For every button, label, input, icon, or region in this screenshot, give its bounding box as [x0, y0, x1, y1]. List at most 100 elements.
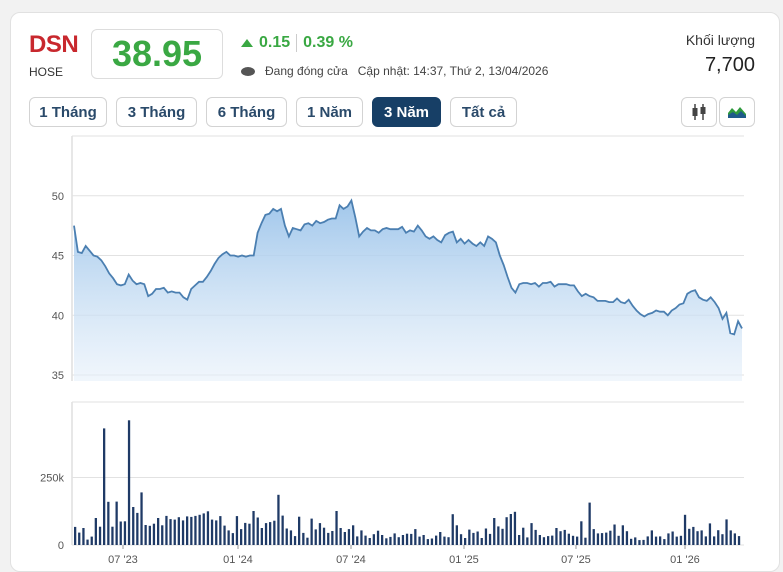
volume-bar: [107, 501, 110, 545]
volume-bar: [447, 537, 450, 545]
volume-bar: [414, 529, 417, 545]
volume-bar: [410, 533, 413, 545]
volume-bar: [177, 517, 180, 545]
volume-bar: [625, 531, 629, 545]
volume-bar: [613, 524, 616, 545]
volume-bar: [173, 519, 176, 545]
volume-bar: [480, 538, 483, 545]
volume-bar: [169, 519, 172, 545]
volume-bar: [584, 537, 587, 545]
volume-bar: [721, 534, 724, 545]
volume-bar: [306, 537, 309, 545]
volume-bar: [148, 525, 151, 545]
volume-bar: [264, 523, 268, 545]
volume-bar: [675, 536, 678, 545]
volume-bar: [260, 528, 263, 545]
candlestick-icon: [692, 104, 706, 120]
volume-bar: [654, 536, 658, 545]
volume-bar: [368, 538, 371, 545]
tab-6-months[interactable]: 6 Tháng: [206, 97, 287, 127]
volume-bar: [439, 532, 442, 545]
volume-bar: [696, 531, 699, 545]
volume-bar: [547, 536, 550, 545]
volume-bar: [737, 536, 741, 545]
volume-bar: [123, 521, 127, 545]
volume-bar: [418, 536, 421, 545]
tab-3-months[interactable]: 3 Tháng: [116, 97, 197, 127]
volume-bar: [231, 533, 234, 545]
volume-bar: [717, 530, 720, 545]
volume-bar: [144, 525, 147, 545]
volume-bar: [277, 494, 280, 545]
volume-bar: [240, 529, 243, 545]
volume-bar: [111, 526, 114, 545]
volume-bar: [401, 535, 405, 545]
volume-bar: [293, 536, 297, 545]
volume-bar: [729, 530, 732, 545]
volume-bar: [78, 532, 81, 545]
change-value: 0.15: [259, 34, 291, 51]
volume-bar: [659, 536, 662, 545]
volume-bar: [269, 522, 272, 545]
volume-bar: [571, 535, 575, 545]
volume-bar: [513, 511, 517, 545]
change-percent: 0.39 %: [303, 34, 353, 51]
volume-bar: [103, 428, 106, 545]
price-box: 38.95: [91, 29, 223, 79]
volume-bar: [580, 521, 583, 545]
volume-bar: [343, 532, 346, 545]
volume-bar: [642, 539, 645, 545]
volume-bar: [161, 525, 164, 545]
volume-bar: [534, 529, 537, 545]
status-text: Đang đóng cửa: [265, 64, 348, 78]
volume-bar: [501, 528, 504, 545]
volume-bar: [542, 537, 546, 545]
tab-all[interactable]: Tất cả: [450, 97, 517, 127]
volume-bar: [459, 534, 463, 545]
up-arrow-icon: [241, 39, 253, 47]
volume-bar: [352, 525, 355, 545]
volume-bar: [555, 528, 558, 545]
price-tick-label: 45: [52, 251, 64, 263]
volume-bar: [605, 532, 608, 545]
volume-bar: [733, 533, 736, 545]
volume-bar: [464, 538, 467, 545]
volume-bar: [559, 531, 562, 545]
candlestick-button[interactable]: [681, 97, 717, 127]
volume-bar: [526, 537, 529, 545]
volume-bar: [347, 529, 351, 545]
volume-bar: [356, 536, 359, 545]
tab-1-month[interactable]: 1 Tháng: [29, 97, 107, 127]
volume-bar: [381, 535, 384, 545]
volume-bar: [650, 530, 653, 545]
volume-bar: [704, 536, 707, 545]
volume-bar: [708, 523, 712, 545]
volume-tick-label: 0: [58, 540, 64, 552]
area-chart-icon: [728, 107, 746, 118]
volume-bar: [385, 538, 388, 545]
tab-3-years[interactable]: 3 Năm: [372, 97, 441, 127]
volume-bar: [223, 525, 226, 545]
volume-bar: [82, 528, 85, 545]
volume-bar: [518, 535, 521, 545]
volume-bar: [538, 535, 541, 545]
volume-bar: [360, 530, 363, 545]
volume-bar: [157, 518, 160, 545]
price-line: [73, 198, 743, 336]
volume-bar: [322, 527, 326, 545]
price-tick-label: 50: [52, 191, 64, 203]
volume-bar: [198, 514, 201, 545]
volume-bar: [563, 529, 566, 545]
volume-bar: [522, 527, 525, 545]
price-change: 0.15 0.39 %: [241, 34, 353, 52]
area-chart-button[interactable]: [719, 97, 755, 127]
x-tick-label: 07 '23: [108, 554, 138, 566]
volume-bar: [136, 512, 139, 545]
volume-bar: [576, 536, 579, 545]
volume-bar: [621, 525, 624, 545]
tab-1-year[interactable]: 1 Năm: [296, 97, 363, 127]
volume-bar: [132, 507, 135, 545]
volume-bar: [472, 532, 475, 545]
volume-bar: [688, 528, 691, 545]
volume-label: Khối lượng: [685, 32, 755, 48]
